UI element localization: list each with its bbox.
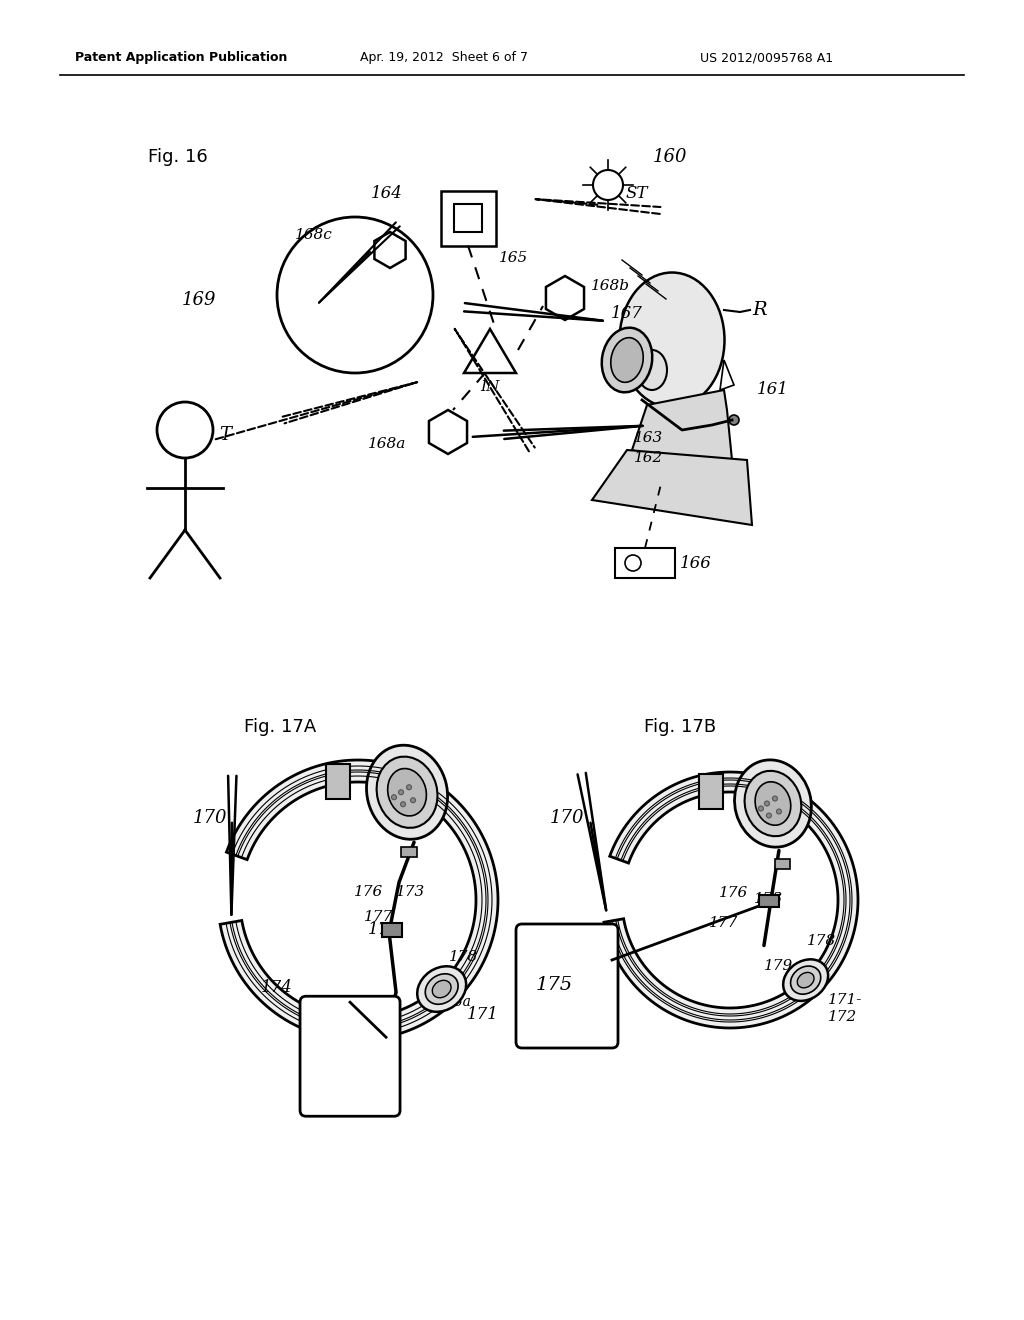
Ellipse shape	[417, 966, 466, 1012]
Bar	[699, 774, 723, 809]
Polygon shape	[592, 450, 752, 525]
Ellipse shape	[637, 350, 667, 389]
Text: Fig. 17A: Fig. 17A	[244, 718, 316, 737]
Text: 174: 174	[261, 978, 293, 995]
Ellipse shape	[425, 974, 458, 1005]
Text: 162: 162	[634, 451, 664, 465]
Ellipse shape	[610, 338, 643, 383]
Text: 175: 175	[318, 1048, 355, 1067]
Text: US 2012/0095768 A1: US 2012/0095768 A1	[700, 51, 834, 65]
Text: 179: 179	[764, 958, 794, 973]
Text: 168b: 168b	[591, 279, 630, 293]
Text: Fig. 16: Fig. 16	[148, 148, 208, 166]
Polygon shape	[604, 772, 858, 1028]
Circle shape	[400, 801, 406, 807]
Circle shape	[391, 795, 396, 800]
Circle shape	[411, 797, 416, 803]
FancyBboxPatch shape	[516, 924, 618, 1048]
Circle shape	[776, 809, 781, 814]
Text: 177: 177	[365, 911, 393, 924]
Text: 173: 173	[396, 886, 425, 899]
Text: IN: IN	[480, 380, 500, 393]
Bar	[759, 895, 779, 907]
Text: 161: 161	[757, 381, 788, 399]
Text: 175: 175	[536, 975, 573, 994]
Text: 171-: 171-	[827, 993, 862, 1007]
Bar	[382, 923, 402, 937]
Text: Patent Application Publication: Patent Application Publication	[75, 51, 288, 65]
Ellipse shape	[798, 973, 814, 987]
Text: 167: 167	[611, 305, 643, 322]
Text: 172: 172	[368, 921, 400, 939]
Text: 179: 179	[434, 975, 463, 989]
Circle shape	[765, 801, 769, 807]
Text: 160: 160	[653, 148, 687, 166]
Text: 168a: 168a	[368, 437, 407, 451]
Text: 165: 165	[499, 251, 527, 264]
Ellipse shape	[620, 272, 725, 408]
Text: 176: 176	[719, 886, 749, 899]
Bar	[440, 190, 496, 246]
Circle shape	[772, 796, 777, 801]
Circle shape	[766, 813, 771, 818]
Polygon shape	[632, 389, 732, 470]
Bar	[775, 858, 790, 869]
Ellipse shape	[783, 960, 828, 1001]
Circle shape	[407, 784, 412, 789]
Text: 164: 164	[371, 186, 402, 202]
Bar	[454, 205, 482, 232]
FancyBboxPatch shape	[300, 997, 400, 1117]
Text: 178: 178	[450, 950, 478, 964]
Ellipse shape	[791, 966, 820, 994]
Text: 172: 172	[827, 1010, 857, 1024]
Circle shape	[398, 789, 403, 795]
Text: 173: 173	[754, 891, 783, 906]
Ellipse shape	[388, 768, 426, 816]
Text: 168c: 168c	[295, 228, 333, 242]
Bar	[401, 847, 417, 857]
Text: 170: 170	[550, 809, 585, 828]
Circle shape	[729, 414, 739, 425]
Bar	[667, 414, 685, 425]
Ellipse shape	[755, 781, 791, 825]
Ellipse shape	[734, 760, 811, 847]
Bar	[326, 764, 349, 799]
Text: T: T	[219, 426, 231, 444]
Text: 176a: 176a	[436, 995, 471, 1010]
Polygon shape	[220, 760, 498, 1040]
Text: 170: 170	[193, 809, 227, 828]
Circle shape	[759, 807, 764, 810]
Text: 163: 163	[634, 432, 664, 445]
Text: Fig. 17B: Fig. 17B	[644, 718, 716, 737]
Ellipse shape	[367, 746, 447, 840]
Bar	[615, 548, 675, 578]
Ellipse shape	[744, 771, 802, 836]
Text: R: R	[752, 301, 767, 319]
Text: 171: 171	[467, 1006, 499, 1023]
Ellipse shape	[432, 981, 451, 998]
Text: 178: 178	[807, 933, 837, 948]
Ellipse shape	[602, 327, 652, 392]
Text: 169: 169	[182, 290, 216, 309]
Text: 176: 176	[354, 886, 383, 899]
Text: ST: ST	[626, 185, 648, 202]
Polygon shape	[464, 329, 516, 374]
Text: 177: 177	[709, 916, 738, 929]
Ellipse shape	[377, 756, 437, 828]
Text: 166: 166	[680, 554, 712, 572]
Text: Apr. 19, 2012  Sheet 6 of 7: Apr. 19, 2012 Sheet 6 of 7	[360, 51, 528, 65]
